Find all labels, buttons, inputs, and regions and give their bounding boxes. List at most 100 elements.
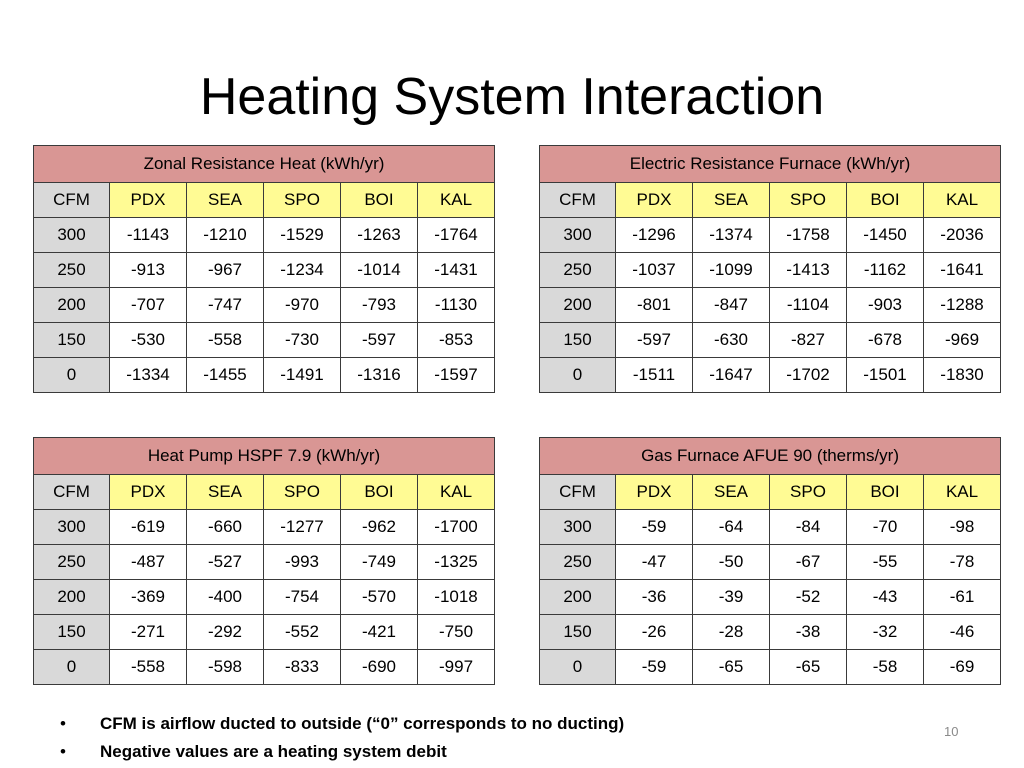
table-cell: -61 <box>922 579 1002 615</box>
table-row: 150 -26 -28 -38 -32 -46 <box>539 614 1002 650</box>
table-cell: -271 <box>109 614 187 650</box>
table-row: 250 -487 -527 -993 -749 -1325 <box>33 544 496 580</box>
cfm-column-header: CFM <box>539 182 616 218</box>
table-cell: -630 <box>692 322 770 358</box>
table-cell: -527 <box>186 544 264 580</box>
table-cell: -690 <box>340 649 418 685</box>
bullet-text: Negative values are a heating system deb… <box>100 742 447 761</box>
city-column-header: KAL <box>416 474 496 510</box>
table-cell: -1597 <box>416 357 496 393</box>
city-column-header: SPO <box>263 474 341 510</box>
table-cell: -1143 <box>109 217 187 253</box>
table-cell: -1501 <box>846 357 924 393</box>
table-cell: -1431 <box>416 252 496 288</box>
city-column-header: BOI <box>340 474 418 510</box>
city-column-header: PDX <box>615 182 693 218</box>
table-cell: -1316 <box>340 357 418 393</box>
cfm-value-cell: 200 <box>33 287 110 323</box>
table-row: 200 -707 -747 -970 -793 -1130 <box>33 287 496 323</box>
table-cell: -678 <box>846 322 924 358</box>
table-cell: -2036 <box>922 217 1002 253</box>
table-cell: -1764 <box>416 217 496 253</box>
cfm-value-cell: 300 <box>539 509 616 545</box>
table-cell: -619 <box>109 509 187 545</box>
table-cell: -558 <box>186 322 264 358</box>
table-cell: -570 <box>340 579 418 615</box>
city-column-header: SPO <box>769 182 847 218</box>
table-cell: -597 <box>340 322 418 358</box>
bullet-dot-icon: • <box>60 714 66 733</box>
table-cell: -38 <box>769 614 847 650</box>
table-cell: -59 <box>615 509 693 545</box>
table-row: 200 -36 -39 -52 -43 -61 <box>539 579 1002 615</box>
table-cell: -552 <box>263 614 341 650</box>
table-zonal-resistance-heat: Zonal Resistance Heat (kWh/yr) CFM PDX SEA S… <box>32 145 496 393</box>
table-cell: -707 <box>109 287 187 323</box>
cfm-value-cell: 150 <box>539 322 616 358</box>
table-cell: -962 <box>340 509 418 545</box>
table-cell: -70 <box>846 509 924 545</box>
cfm-value-cell: 300 <box>33 217 110 253</box>
table-row: 300 -1143 -1210 -1529 -1263 -1764 <box>33 217 496 253</box>
cfm-value-cell: 150 <box>539 614 616 650</box>
city-column-header: SEA <box>186 474 264 510</box>
table-cell: -903 <box>846 287 924 323</box>
table-title-row: Heat Pump HSPF 7.9 (kWh/yr) <box>32 437 496 475</box>
table-cell: -1334 <box>109 357 187 393</box>
city-column-header: KAL <box>416 182 496 218</box>
cfm-value-cell: 300 <box>33 509 110 545</box>
table-cell: -32 <box>846 614 924 650</box>
table-cell: -1277 <box>263 509 341 545</box>
column-header-row: CFM PDX SEA SPO BOI KAL <box>33 182 496 218</box>
table-cell: -1234 <box>263 252 341 288</box>
table-cell: -1162 <box>846 252 924 288</box>
table-cell: -58 <box>846 649 924 685</box>
table-cell: -1325 <box>416 544 496 580</box>
table-title: Heat Pump HSPF 7.9 (kWh/yr) <box>32 437 496 475</box>
table-cell: -46 <box>922 614 1002 650</box>
table-cell: -1037 <box>615 252 693 288</box>
table-cell: -1641 <box>922 252 1002 288</box>
table-cell: -660 <box>186 509 264 545</box>
bullet-list: • CFM is airflow ducted to outside (“0” … <box>60 710 624 766</box>
table-cell: -65 <box>769 649 847 685</box>
table-cell: -967 <box>186 252 264 288</box>
table-row: 150 -597 -630 -827 -678 -969 <box>539 322 1002 358</box>
table-row: 300 -59 -64 -84 -70 -98 <box>539 509 1002 545</box>
table-cell: -1130 <box>416 287 496 323</box>
table-row: 250 -47 -50 -67 -55 -78 <box>539 544 1002 580</box>
cfm-value-cell: 150 <box>33 614 110 650</box>
table-cell: -1491 <box>263 357 341 393</box>
city-column-header: PDX <box>109 474 187 510</box>
table-cell: -1702 <box>769 357 847 393</box>
table-cell: -969 <box>922 322 1002 358</box>
table-cell: -558 <box>109 649 187 685</box>
table-cell: -52 <box>769 579 847 615</box>
table-cell: -801 <box>615 287 693 323</box>
table-gas-furnace: Gas Furnace AFUE 90 (therms/yr) CFM PDX SEA… <box>538 437 1002 685</box>
table-cell: -55 <box>846 544 924 580</box>
table-cell: -43 <box>846 579 924 615</box>
cfm-value-cell: 200 <box>539 287 616 323</box>
table-cell: -28 <box>692 614 770 650</box>
table-cell: -913 <box>109 252 187 288</box>
bullet-item: • Negative values are a heating system d… <box>60 738 624 766</box>
bullet-item: • CFM is airflow ducted to outside (“0” … <box>60 710 624 738</box>
table-row: 300 -1296 -1374 -1758 -1450 -2036 <box>539 217 1002 253</box>
table-cell: -1288 <box>922 287 1002 323</box>
table-cell: -1830 <box>922 357 1002 393</box>
table-cell: -993 <box>263 544 341 580</box>
cfm-value-cell: 250 <box>539 252 616 288</box>
table-cell: -84 <box>769 509 847 545</box>
column-header-row: CFM PDX SEA SPO BOI KAL <box>33 474 496 510</box>
city-column-header: SPO <box>769 474 847 510</box>
table-cell: -1700 <box>416 509 496 545</box>
cfm-column-header: CFM <box>33 182 110 218</box>
cfm-value-cell: 200 <box>539 579 616 615</box>
table-cell: -1450 <box>846 217 924 253</box>
table-row: 0 -1334 -1455 -1491 -1316 -1597 <box>33 357 496 393</box>
table-cell: -754 <box>263 579 341 615</box>
table-cell: -47 <box>615 544 693 580</box>
table-row: 200 -369 -400 -754 -570 -1018 <box>33 579 496 615</box>
table-cell: -1263 <box>340 217 418 253</box>
